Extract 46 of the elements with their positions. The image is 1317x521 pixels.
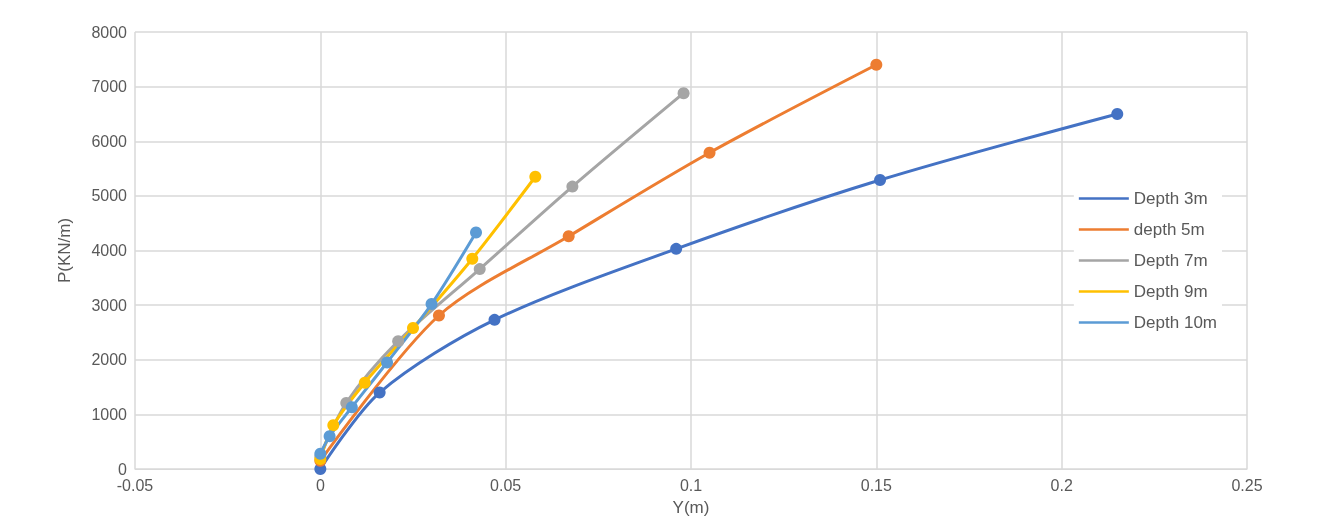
legend-label: Depth 9m [1133, 282, 1208, 301]
x-tick-label: 0.25 [1231, 476, 1263, 494]
y-tick-label: 8000 [91, 23, 128, 41]
point [562, 230, 575, 243]
x-tick-label: 0.05 [490, 476, 522, 494]
y-tick-label: 2000 [91, 351, 128, 369]
point [488, 313, 501, 326]
legend-label: Depth 10m [1133, 313, 1218, 332]
point [432, 309, 445, 322]
point [677, 87, 690, 100]
y-tick-label: 1000 [91, 405, 128, 423]
point [327, 419, 340, 432]
x-tick-label: 0.15 [860, 476, 893, 494]
point [373, 386, 386, 399]
point [358, 376, 371, 389]
y-tick-label: 4000 [91, 242, 128, 259]
x-axis-title: Y(m) [672, 498, 710, 517]
point [392, 335, 405, 348]
legend-label: Depth 3m [1133, 189, 1208, 208]
x-tick-label: 0.2 [1050, 476, 1073, 494]
y-tick-label: 5000 [91, 187, 128, 205]
y-tick-label: 6000 [91, 132, 128, 150]
y-tick-label: 3000 [91, 296, 128, 314]
legend-label: depth 5m [1133, 220, 1205, 239]
point [466, 252, 479, 265]
x-tick-label: 0 [315, 476, 325, 494]
point [323, 430, 336, 443]
point [703, 146, 716, 159]
legend-label: Depth 7m [1133, 251, 1208, 270]
y-axis-title: P(KN/m) [55, 217, 74, 284]
point [425, 298, 438, 311]
point [345, 401, 358, 414]
point [870, 58, 883, 71]
point [670, 242, 683, 255]
point [407, 322, 419, 335]
point [874, 174, 887, 187]
x-tick-label: -0.05 [116, 476, 154, 494]
y-tick-label: 0 [118, 460, 128, 478]
point [470, 226, 483, 239]
point [529, 170, 542, 183]
point [1111, 107, 1124, 120]
point [566, 180, 579, 193]
y-tick-label: 7000 [91, 78, 128, 96]
x-tick-label: 0.1 [679, 476, 703, 494]
point [473, 263, 486, 276]
point [381, 356, 394, 369]
